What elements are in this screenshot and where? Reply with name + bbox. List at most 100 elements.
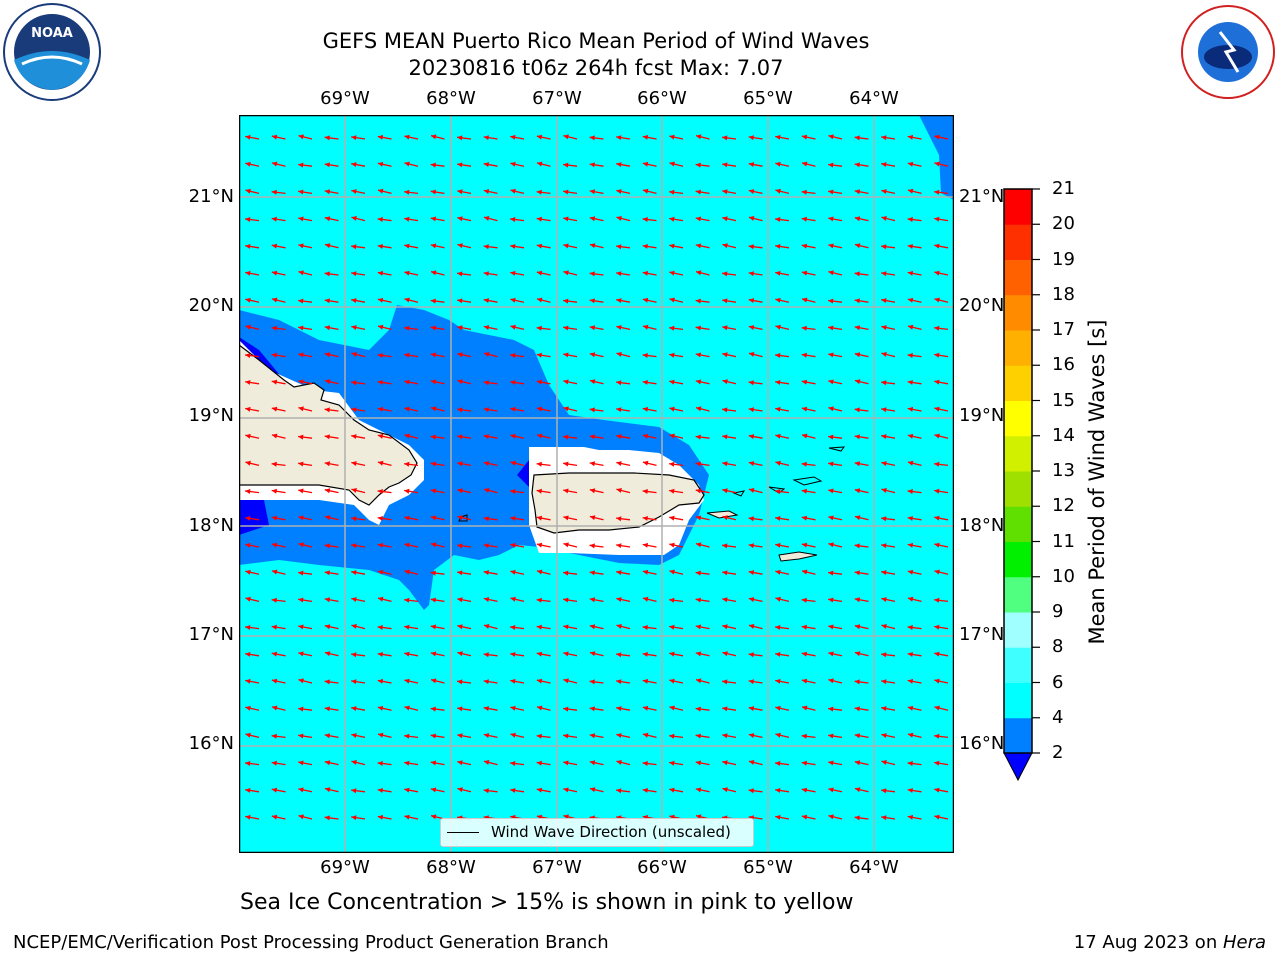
wave-arrow-head xyxy=(722,325,728,331)
wave-arrow-head xyxy=(934,433,940,439)
wave-arrow-head xyxy=(510,460,516,466)
wave-arrow-head xyxy=(722,597,728,603)
lat-label-left: 21°N xyxy=(188,186,234,207)
wave-arrow-head xyxy=(907,324,914,330)
wave-arrow-head xyxy=(828,134,834,140)
wave-arrow-head xyxy=(563,678,569,684)
wave-arrow-head xyxy=(377,625,383,630)
wave-arrow-head xyxy=(642,569,649,575)
wave-arrow-head xyxy=(881,189,887,194)
wave-arrow-head xyxy=(828,162,834,168)
wave-arrow-head xyxy=(377,297,384,303)
wave-arrow-head xyxy=(271,406,278,412)
wave-arrow-head xyxy=(828,597,834,603)
wave-arrow-head xyxy=(669,352,675,358)
wave-arrow-head xyxy=(642,380,648,385)
wave-arrow-head xyxy=(881,244,887,250)
wave-arrow-head xyxy=(775,217,781,222)
wave-arrow-head xyxy=(695,243,702,249)
wave-arrow-head xyxy=(377,380,383,385)
wave-arrow-head xyxy=(695,515,702,521)
wave-arrow-head xyxy=(722,760,728,766)
wave-arrow-head xyxy=(271,325,277,331)
wave-arrow-head xyxy=(245,188,251,194)
sea-ice-caption: Sea Ice Concentration > 15% is shown in … xyxy=(240,890,854,915)
wave-arrow-head xyxy=(801,678,808,684)
wave-arrow-head xyxy=(775,353,781,358)
graticule xyxy=(239,115,954,853)
wave-arrow-head xyxy=(748,679,754,685)
wave-arrow-head xyxy=(854,760,861,766)
wave-arrow-head xyxy=(775,460,781,466)
wave-arrow-head xyxy=(934,542,940,548)
wave-arrow-head xyxy=(881,815,887,821)
wave-arrow-head xyxy=(324,624,331,630)
wave-arrow-head xyxy=(695,270,702,276)
wave-arrow-head xyxy=(775,732,781,738)
wave-arrow-head xyxy=(510,244,516,249)
wave-arrow-head xyxy=(748,461,755,466)
wave-arrow-head xyxy=(801,597,807,603)
wave-arrow-head xyxy=(642,217,648,222)
wave-arrow-head xyxy=(298,298,304,304)
wave-arrow-head xyxy=(536,433,543,439)
wave-arrow-head xyxy=(483,407,489,413)
wave-arrow-head xyxy=(669,705,675,711)
wave-arrow-head xyxy=(483,298,490,303)
wave-arrow-head xyxy=(775,244,781,249)
wave-arrow-head xyxy=(245,596,251,602)
wave-arrow-head xyxy=(298,787,304,793)
wave-arrow-head xyxy=(536,243,543,249)
wave-arrow-head xyxy=(801,406,808,412)
wave-arrow-head xyxy=(510,134,516,140)
wave-arrow-head xyxy=(510,217,516,222)
wave-arrow-head xyxy=(430,597,436,603)
wave-arrow-head xyxy=(907,569,914,575)
wave-arrow-head xyxy=(907,814,914,820)
colorbar-tick-label: 13 xyxy=(1052,460,1075,481)
wave-arrow-head xyxy=(828,325,834,331)
wave-arrow-head xyxy=(695,406,702,412)
wave-arrow-head xyxy=(907,761,913,766)
wave-arrow-head xyxy=(536,705,543,711)
wave-arrow-head xyxy=(510,433,516,439)
wave-arrow-head xyxy=(642,788,648,793)
wave-arrow-head xyxy=(775,625,781,630)
legend-line-icon xyxy=(447,832,479,833)
wave-arrow-head xyxy=(483,652,489,658)
wave-arrow-head xyxy=(616,135,622,141)
wave-arrow-head xyxy=(907,596,914,602)
wave-arrow-head xyxy=(430,760,437,766)
wave-arrow-head xyxy=(457,325,463,331)
wave-arrow-head xyxy=(642,625,648,630)
wave-arrow-head xyxy=(616,788,622,794)
wave-arrow-head xyxy=(722,434,728,440)
wave-arrow-head xyxy=(828,760,834,766)
wave-arrow-head xyxy=(854,651,861,657)
wave-arrow-head xyxy=(854,325,861,331)
wave-arrow-head xyxy=(298,189,304,195)
wave-arrow-head xyxy=(271,297,278,303)
wave-arrow-head xyxy=(616,298,622,303)
wave-arrow-head xyxy=(324,733,331,739)
wave-arrow-head xyxy=(430,542,437,548)
wave-arrow-head xyxy=(907,244,913,249)
wave-arrow-head xyxy=(881,706,887,711)
colorbar xyxy=(1003,188,1040,782)
wave-arrow-head xyxy=(245,406,251,412)
wave-arrow-head xyxy=(324,271,330,277)
wave-arrow-head xyxy=(775,542,781,548)
wave-arrow-head xyxy=(298,760,304,766)
legend-label: Wind Wave Direction (unscaled) xyxy=(491,823,731,841)
wave-arrow-head xyxy=(563,189,569,195)
wave-arrow-head xyxy=(430,162,436,168)
wave-arrow-head xyxy=(563,461,569,467)
wave-arrow-head xyxy=(589,679,595,685)
wave-arrow-head xyxy=(854,434,860,440)
wave-arrow-head xyxy=(324,189,331,195)
wave-arrow-head xyxy=(616,543,622,549)
wave-arrow-head xyxy=(563,434,569,440)
wave-arrow-head xyxy=(722,706,728,712)
wave-arrow-head xyxy=(616,162,622,167)
wave-arrow-head xyxy=(298,379,304,385)
